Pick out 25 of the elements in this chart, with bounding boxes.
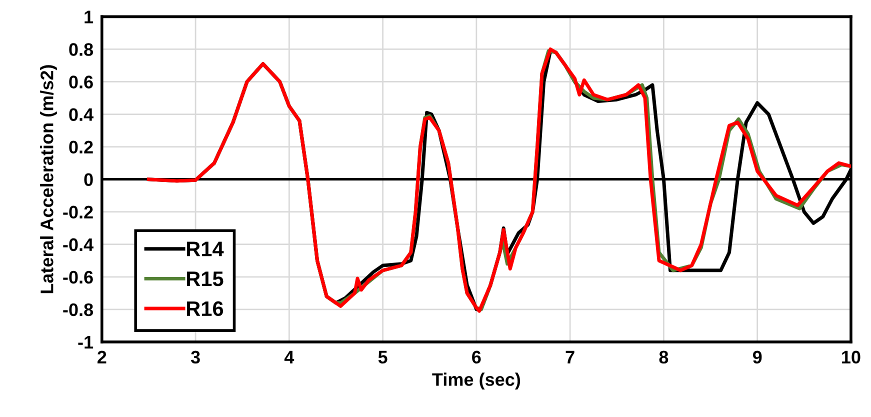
legend-label: R16 [187, 301, 224, 316]
y-axis-title: Lateral Acceleration (m/s2) [40, 65, 57, 294]
y-tick-label: 0.6 [69, 76, 93, 88]
y-tick-label: -0.2 [63, 206, 93, 219]
y-tick-label: 0.2 [69, 140, 93, 154]
y-tick-label: -0.4 [63, 238, 94, 252]
x-tick-label: 4 [284, 350, 294, 364]
legend-label: R14 [187, 242, 224, 256]
y-tick-label: 0.4 [69, 108, 94, 121]
y-tick-label: -0.6 [63, 270, 93, 284]
x-tick-label: 9 [752, 350, 762, 364]
y-tick-label: -1 [78, 336, 94, 348]
y-tick-label: 1 [84, 10, 94, 24]
x-tick-label: 7 [566, 350, 574, 364]
x-tick-label: 5 [378, 350, 388, 364]
legend-label: R15 [187, 272, 224, 286]
y-tick-label: 0 [84, 173, 93, 186]
x-tick-label: 6 [472, 350, 481, 364]
x-tick-label: 2 [98, 350, 106, 364]
y-tick-label: -0.8 [63, 303, 94, 316]
x-axis-title: Time (sec) [432, 372, 520, 390]
y-tick-label: 0.8 [69, 43, 94, 56]
x-tick-label: 3 [190, 350, 200, 364]
x-tick-label: 10 [842, 350, 860, 364]
x-tick-label: 8 [659, 350, 668, 364]
